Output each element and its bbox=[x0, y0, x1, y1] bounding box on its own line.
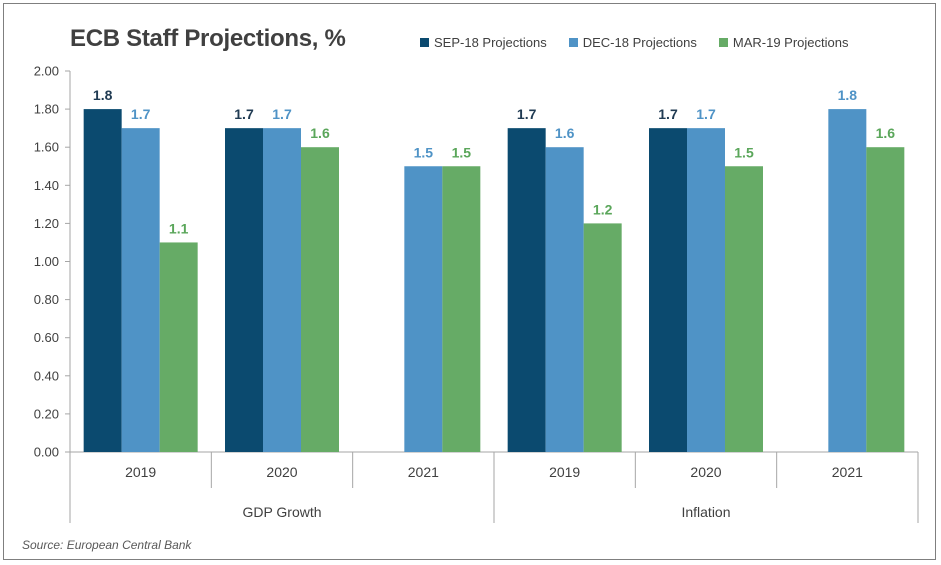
bar-mar-19-projections bbox=[442, 166, 481, 452]
x-category-label: 2021 bbox=[832, 464, 863, 480]
x-category-label: 2019 bbox=[125, 464, 156, 480]
legend-swatch-mar19 bbox=[718, 38, 728, 47]
data-label: 1.8 bbox=[838, 87, 858, 103]
data-label: 1.8 bbox=[93, 87, 113, 103]
source-note: Source: European Central Bank bbox=[22, 538, 192, 552]
legend-label-sep18: SEP-18 Projections bbox=[434, 35, 547, 50]
data-label: 1.5 bbox=[734, 144, 754, 160]
x-group-label: Inflation bbox=[681, 504, 730, 520]
legend: SEP-18 Projections DEC-18 Projections MA… bbox=[420, 35, 849, 50]
data-label: 1.5 bbox=[452, 144, 472, 160]
data-label: 1.5 bbox=[414, 144, 434, 160]
y-tick-label: 1.60 bbox=[34, 140, 59, 155]
data-label: 1.7 bbox=[234, 106, 254, 122]
data-label: 1.7 bbox=[272, 106, 292, 122]
y-tick-label: 0.40 bbox=[34, 368, 59, 383]
bar-dec-18-projections bbox=[404, 166, 443, 452]
bar-mar-19-projections bbox=[866, 147, 905, 452]
bar-dec-18-projections bbox=[121, 128, 160, 452]
data-label: 1.7 bbox=[696, 106, 716, 122]
legend-label-mar19: MAR-19 Projections bbox=[732, 35, 849, 50]
bar-sep-18-projections bbox=[507, 128, 546, 452]
x-category-label: 2020 bbox=[266, 464, 297, 480]
bar-sep-18-projections bbox=[649, 128, 687, 452]
bar-dec-18-projections bbox=[263, 128, 301, 452]
x-group-label: GDP Growth bbox=[242, 504, 321, 520]
legend-item-mar19: MAR-19 Projections bbox=[718, 35, 849, 50]
data-label: 1.6 bbox=[876, 125, 896, 141]
data-label: 1.7 bbox=[658, 106, 678, 122]
legend-swatch-sep18 bbox=[420, 38, 429, 47]
y-tick-label: 0.20 bbox=[34, 406, 59, 421]
y-tick-label: 1.80 bbox=[34, 102, 59, 117]
data-label: 1.6 bbox=[555, 125, 575, 141]
x-category-label: 2020 bbox=[690, 464, 721, 480]
x-category-label: 2019 bbox=[549, 464, 580, 480]
bar-sep-18-projections bbox=[83, 109, 122, 452]
y-tick-label: 1.40 bbox=[34, 178, 59, 193]
bar-mar-19-projections bbox=[725, 166, 763, 452]
bar-dec-18-projections bbox=[687, 128, 725, 452]
bar-sep-18-projections bbox=[225, 128, 263, 452]
legend-item-dec18: DEC-18 Projections bbox=[568, 35, 697, 50]
y-tick-label: 0.60 bbox=[34, 330, 59, 345]
bar-mar-19-projections bbox=[301, 147, 339, 452]
chart-title: ECB Staff Projections, % bbox=[70, 25, 346, 52]
y-tick-label: 0.00 bbox=[34, 445, 59, 460]
data-label: 1.6 bbox=[310, 125, 330, 141]
bar-dec-18-projections bbox=[545, 147, 584, 452]
data-label: 1.2 bbox=[593, 201, 613, 217]
y-tick-label: 0.80 bbox=[34, 292, 59, 307]
legend-swatch-dec18 bbox=[568, 38, 578, 47]
bar-dec-18-projections bbox=[828, 109, 867, 452]
bar-mar-19-projections bbox=[583, 223, 622, 452]
legend-label-dec18: DEC-18 Projections bbox=[582, 35, 697, 50]
y-tick-label: 1.00 bbox=[34, 254, 59, 269]
x-category-label: 2021 bbox=[408, 464, 439, 480]
data-label: 1.7 bbox=[517, 106, 537, 122]
data-label: 1.1 bbox=[169, 220, 189, 236]
legend-item-sep18: SEP-18 Projections bbox=[420, 35, 547, 50]
y-tick-label: 2.00 bbox=[34, 64, 59, 79]
data-label: 1.7 bbox=[131, 106, 151, 122]
bar-mar-19-projections bbox=[159, 242, 198, 452]
y-tick-label: 1.20 bbox=[34, 216, 59, 231]
